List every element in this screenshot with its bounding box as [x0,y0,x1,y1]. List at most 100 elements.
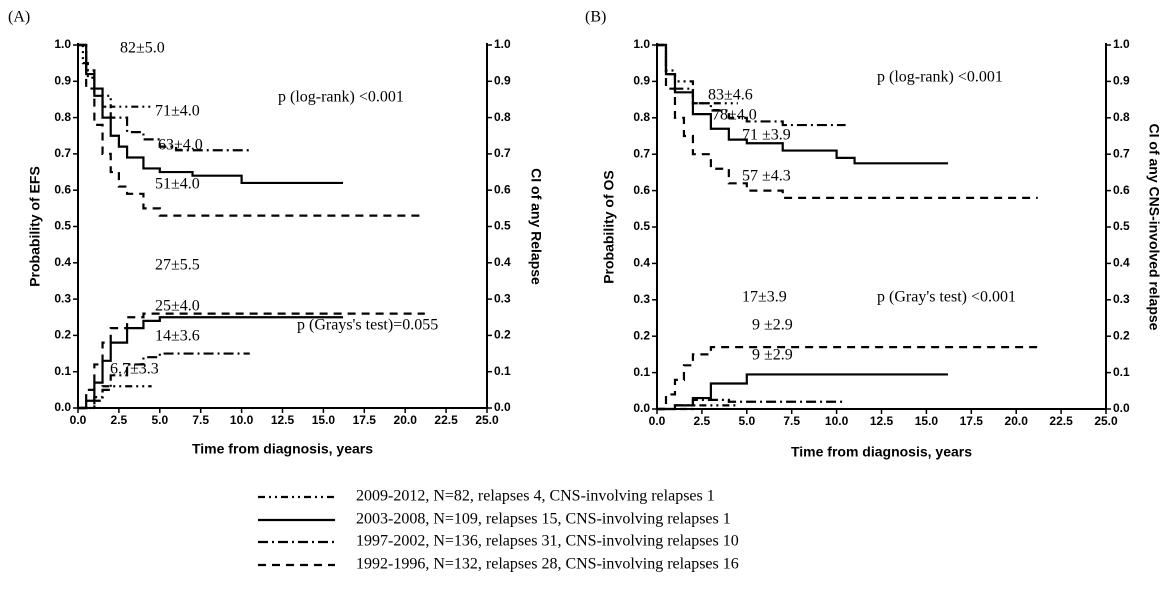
y-tick-label: 0.6 [54,182,71,196]
survival-curve [78,43,425,217]
x-tick-label: 7.5 [192,413,209,427]
annotation: p (log-rank) <0.001 [877,69,1003,86]
y2-tick-label: 0.1 [1113,365,1130,379]
y2-axis-label: CI of any Relapse [528,168,544,285]
y2-tick-label: 0.5 [1113,219,1130,233]
y2-tick-label: 0.0 [494,400,511,414]
x-tick-label: 0.0 [70,413,87,427]
x-tick-label: 25.0 [1094,414,1118,428]
annotation: 6.7±3.3 [110,361,159,378]
y2-tick-label: 0.8 [494,110,511,124]
annotation: 82±5.0 [120,40,165,57]
x-tick-label: 22.5 [1049,414,1073,428]
y2-tick-label: 0.5 [494,219,511,233]
annotation: 57 ±4.3 [742,168,791,185]
y-tick-label: 0.7 [54,146,71,160]
y2-tick-label: 0.2 [494,328,511,342]
annotation: p (Grays's test)=0.055 [297,317,438,334]
y2-tick-label: 0.3 [494,291,511,305]
y-tick-label: 0.4 [54,255,71,269]
panel-title: (B) [585,9,606,26]
y2-tick-label: 0.3 [1113,292,1130,306]
legend-label: 2003-2008, N=109, relapses 15, CNS-invol… [356,511,731,528]
y-tick-label: 0.9 [54,73,71,87]
x-tick-label: 17.5 [960,414,984,428]
annotation: 17±3.9 [742,289,787,306]
y-tick-label: 1.0 [54,37,71,51]
survival-curve [78,43,250,152]
annotation: 71 ±3.9 [742,127,791,144]
y2-tick-label: 1.0 [494,37,511,51]
survival-curve [657,346,1038,411]
y-tick-label: 0.4 [633,256,650,270]
y2-tick-label: 0.9 [494,73,511,87]
survival-curve [78,352,250,410]
survival-curve [657,43,948,165]
annotation: 63±4.0 [158,137,203,154]
x-tick-label: 5.0 [738,414,755,428]
annotation: 9 ±2.9 [752,347,793,364]
y-tick-label: 0.6 [633,183,650,197]
survival-curve [657,373,948,411]
annotation: 83±4.6 [708,87,753,104]
legend-label: 1992-1996, N=132, relapses 28, CNS-invol… [356,556,739,573]
annotation: 9 ±2.9 [752,317,793,334]
panel-title: (A) [8,9,30,26]
y-tick-label: 0.8 [54,110,71,124]
x-tick-label: 2.5 [694,414,711,428]
y2-tick-label: 0.6 [1113,183,1130,197]
annotation: p (log-rank) <0.001 [278,89,404,106]
x-tick-label: 0.0 [649,414,666,428]
x-tick-label: 2.5 [111,413,128,427]
x-tick-label: 17.5 [353,413,377,427]
survival-curve [657,43,1038,199]
y-axis-label: Probability of OS [601,170,617,284]
y2-tick-label: 0.0 [1113,401,1130,415]
y-tick-label: 0.3 [54,291,71,305]
y2-tick-label: 0.7 [1113,146,1130,160]
x-tick-label: 20.0 [1005,414,1029,428]
y-axis-label: Probability of EFS [27,166,43,287]
x-tick-label: 20.0 [394,413,418,427]
y-tick-label: 0.1 [633,365,650,379]
y2-axis-label: CI of any CNS-involved relapse [1146,124,1162,331]
x-tick-label: 12.5 [870,414,894,428]
survival-curve [657,43,846,127]
annotation: 25±4.0 [155,298,200,315]
y2-tick-label: 1.0 [1113,37,1130,51]
legend-label: 1997-2002, N=136, relapses 31, CNS-invol… [356,533,739,550]
survival-curve [78,316,344,410]
x-tick-label: 22.5 [434,413,458,427]
y-tick-label: 1.0 [633,37,650,51]
y-tick-label: 0.2 [54,328,71,342]
y-tick-label: 0.1 [54,364,71,378]
x-tick-label: 15.0 [312,413,336,427]
legend-label: 2009-2012, N=82, relapses 4, CNS-involvi… [356,488,715,505]
annotation: p (Gray's test) <0.001 [877,289,1016,306]
x-tick-label: 10.0 [230,413,254,427]
y2-tick-label: 0.2 [1113,328,1130,342]
x-tick-label: 7.5 [783,414,800,428]
y-tick-label: 0.2 [633,328,650,342]
y-tick-label: 0.5 [633,219,650,233]
y-tick-label: 0.0 [633,401,650,415]
x-tick-label: 15.0 [915,414,939,428]
y2-tick-label: 0.7 [494,146,511,160]
y2-tick-label: 0.6 [494,182,511,196]
y-tick-label: 0.9 [633,74,650,88]
x-axis-label: Time from diagnosis, years [192,441,373,457]
x-tick-label: 5.0 [151,413,168,427]
x-axis-label: Time from diagnosis, years [791,444,972,460]
y-tick-label: 0.0 [54,400,71,414]
y2-tick-label: 0.9 [1113,74,1130,88]
y-tick-label: 0.3 [633,292,650,306]
x-tick-label: 10.0 [825,414,849,428]
y2-tick-label: 0.4 [1113,256,1130,270]
survival-curve [78,43,344,185]
y2-tick-label: 0.4 [494,255,511,269]
x-tick-label: 25.0 [475,413,499,427]
y-tick-label: 0.5 [54,219,71,233]
y2-tick-label: 0.1 [494,364,511,378]
annotation: 51±4.0 [155,176,200,193]
